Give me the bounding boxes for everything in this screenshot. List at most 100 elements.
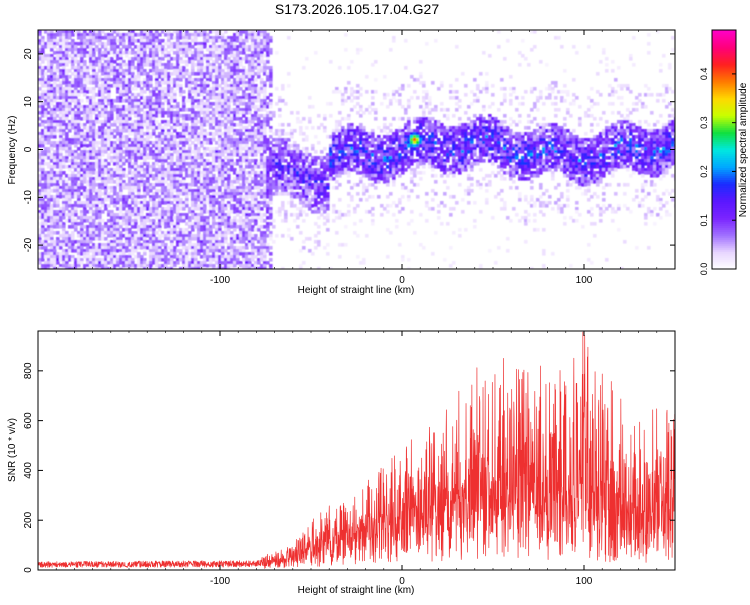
- heatmap-cell: [134, 39, 138, 43]
- heatmap-cell: [158, 183, 162, 187]
- heatmap-cell: [83, 63, 87, 67]
- heatmap-cell: [188, 150, 192, 154]
- heatmap-cell: [230, 54, 234, 58]
- heatmap-cell: [89, 129, 93, 133]
- heatmap-cell: [56, 105, 60, 109]
- heatmap-cell: [254, 129, 258, 133]
- heatmap-cell: [215, 165, 219, 169]
- heatmap-cell: [140, 207, 144, 211]
- heatmap-cell: [254, 174, 258, 178]
- heatmap-cell: [83, 78, 87, 82]
- heatmap-cell: [86, 66, 90, 70]
- heatmap-cell: [227, 129, 231, 133]
- heatmap-cell: [254, 261, 258, 265]
- heatmap-cell: [164, 144, 168, 148]
- heatmap-cell: [176, 45, 180, 49]
- heatmap-cell: [137, 129, 141, 133]
- heatmap-cell: [197, 267, 201, 269]
- heatmap-cell: [197, 54, 201, 58]
- heatmap-cell: [197, 114, 201, 118]
- heatmap-cell: [92, 144, 96, 148]
- heatmap-cell: [119, 258, 123, 262]
- heatmap-cell: [116, 180, 120, 184]
- heatmap-cell: [122, 180, 126, 184]
- heatmap-cell: [203, 120, 207, 124]
- heatmap-cell: [116, 171, 120, 175]
- heatmap-cell: [134, 123, 138, 127]
- heatmap-cell: [203, 111, 207, 115]
- heatmap-cell: [167, 225, 171, 229]
- heatmap-cell: [161, 57, 165, 61]
- heatmap-cell: [221, 144, 225, 148]
- heatmap-cell: [263, 243, 267, 247]
- heatmap-cell: [248, 93, 252, 97]
- heatmap-cell: [74, 132, 78, 136]
- heatmap-cell: [134, 168, 138, 172]
- heatmap-cell: [80, 111, 84, 115]
- heatmap-cell: [149, 198, 153, 202]
- heatmap-cell: [44, 150, 48, 154]
- heatmap-cell: [251, 87, 255, 91]
- heatmap-cell: [260, 69, 264, 73]
- heatmap-cell: [155, 147, 159, 151]
- heatmap-cell: [251, 150, 255, 154]
- heatmap-cell: [116, 174, 120, 178]
- heatmap-cell: [191, 72, 195, 76]
- heatmap-cell: [158, 99, 162, 103]
- heatmap-cell: [38, 156, 42, 160]
- heatmap-cell: [152, 51, 156, 55]
- heatmap-cell: [251, 90, 255, 94]
- heatmap-cell: [65, 150, 69, 154]
- heatmap-cell: [248, 150, 252, 154]
- heatmap-cell: [125, 108, 129, 112]
- heatmap-cell: [167, 267, 171, 269]
- heatmap-cell: [191, 69, 195, 73]
- heatmap-cell: [122, 114, 126, 118]
- heatmap-cell: [107, 48, 111, 52]
- heatmap-cell: [209, 264, 213, 268]
- heatmap-cell: [245, 129, 249, 133]
- heatmap-cell: [59, 30, 63, 34]
- heatmap-cell: [188, 45, 192, 49]
- heatmap-cell: [155, 156, 159, 160]
- heatmap-cell: [41, 66, 45, 70]
- heatmap-cell: [47, 63, 51, 67]
- heatmap-cell: [65, 36, 69, 40]
- heatmap-cell: [179, 234, 183, 238]
- heatmap-cell: [146, 105, 150, 109]
- heatmap-cell: [62, 228, 66, 232]
- heatmap-cell: [113, 39, 117, 43]
- heatmap-cell: [260, 213, 264, 217]
- heatmap-cell: [140, 33, 144, 37]
- heatmap-cell: [107, 225, 111, 229]
- heatmap-cell: [158, 114, 162, 118]
- heatmap-cell: [47, 39, 51, 43]
- heatmap-cell: [110, 264, 114, 268]
- heatmap-cell: [221, 114, 225, 118]
- heatmap-cell: [119, 231, 123, 235]
- heatmap-cell: [257, 240, 261, 244]
- heatmap-cell: [47, 225, 51, 229]
- heatmap-cell: [212, 51, 216, 55]
- heatmap-cell: [251, 57, 255, 61]
- heatmap-cell: [170, 132, 174, 136]
- heatmap-cell: [197, 150, 201, 154]
- heatmap-cell: [218, 114, 222, 118]
- heatmap-cell: [86, 117, 90, 121]
- heatmap-cell: [257, 180, 261, 184]
- heatmap-cell: [251, 216, 255, 220]
- heatmap-cell: [38, 123, 42, 127]
- heatmap-cell: [233, 72, 237, 76]
- heatmap-cell: [128, 84, 132, 88]
- heatmap-cell: [47, 210, 51, 214]
- heatmap-cell: [50, 252, 54, 256]
- heatmap-cell: [110, 174, 114, 178]
- heatmap-cell: [56, 177, 60, 181]
- heatmap-cell: [155, 159, 159, 163]
- heatmap-cell: [119, 147, 123, 151]
- heatmap-cell: [89, 120, 93, 124]
- heatmap-cell: [206, 33, 210, 37]
- heatmap-cell: [89, 99, 93, 103]
- heatmap-cell: [257, 189, 261, 193]
- heatmap-cell: [104, 48, 108, 52]
